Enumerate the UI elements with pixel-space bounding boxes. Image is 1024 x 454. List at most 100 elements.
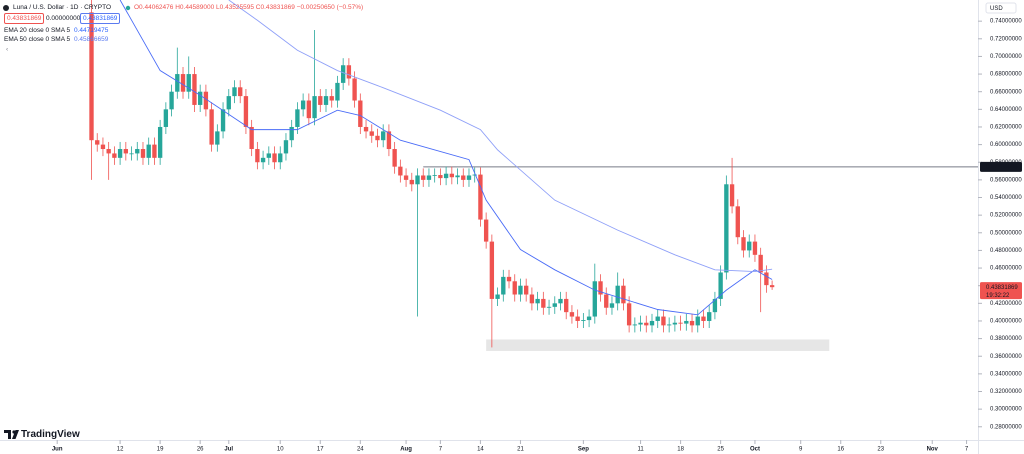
collapse-toggle[interactable]: ‹ <box>6 46 9 53</box>
candle-body <box>466 175 472 180</box>
symbol-title[interactable]: Luna / U.S. Dollar · 1D · CRYPTO <box>13 4 112 11</box>
candle-body <box>300 100 306 110</box>
candle-body <box>112 153 117 158</box>
candle-body <box>95 140 100 145</box>
candle-body <box>552 303 557 307</box>
y-tick-label: 0.50000000 <box>990 230 1022 236</box>
candle-body <box>621 285 626 304</box>
candle-body <box>163 109 169 127</box>
y-tick-label: 0.32000000 <box>990 389 1022 395</box>
y-tick-label: 0.68000000 <box>990 72 1022 78</box>
x-tick-label: 23 <box>877 447 884 453</box>
candle-body <box>729 184 735 207</box>
candle-body <box>369 131 374 136</box>
candle-body <box>661 316 666 326</box>
candle-body <box>632 324 638 326</box>
candle-body <box>741 237 746 251</box>
candle-body <box>764 272 769 286</box>
y-tick-label: 0.56000000 <box>990 177 1022 183</box>
candle-body <box>443 173 449 179</box>
candle-body <box>329 96 334 101</box>
x-tick-label: 24 <box>357 447 364 453</box>
y-tick-label: 0.66000000 <box>990 89 1022 95</box>
currency[interactable]: USD <box>990 6 1003 12</box>
countdown: 19:32:22 <box>986 293 1010 299</box>
candle-body <box>289 126 294 141</box>
candle-body <box>489 241 495 299</box>
candle-body <box>352 78 357 101</box>
ema-line <box>228 0 773 273</box>
symbol-icon <box>3 5 9 11</box>
currency-box[interactable] <box>985 2 1017 14</box>
candle-body <box>306 100 312 119</box>
candle-body <box>186 74 191 92</box>
candle-body <box>752 241 758 255</box>
candle-body <box>146 144 151 158</box>
candle-body <box>421 175 426 180</box>
candle-body <box>461 175 466 180</box>
ema50-label[interactable]: EMA 50 close 0 SMA 5 <box>4 36 71 43</box>
y-tick-label: 0.30000000 <box>990 407 1022 413</box>
candle-body <box>386 131 392 150</box>
candle-body <box>455 175 460 178</box>
candle-body <box>152 144 157 158</box>
candle-body <box>135 149 140 154</box>
candle-body <box>712 298 718 313</box>
candle-body <box>157 126 163 158</box>
candle-body <box>707 312 712 321</box>
candle-body <box>375 135 380 141</box>
x-tick-label: 18 <box>677 447 684 453</box>
candle-body <box>666 324 672 326</box>
candle-body <box>232 87 237 97</box>
candle-body <box>558 298 563 304</box>
ema20-value: 0.44719475 <box>74 27 109 34</box>
candle-body <box>701 316 706 321</box>
sell-price[interactable]: 0.43831869 <box>4 13 45 24</box>
candle-body <box>769 285 775 288</box>
x-tick-label: 26 <box>197 447 204 453</box>
candle-body <box>381 131 386 141</box>
candle-body <box>626 303 632 326</box>
x-tick-label: 7 <box>965 447 969 453</box>
candle-body <box>449 173 454 178</box>
candle-body <box>346 65 352 79</box>
ema-line <box>119 0 773 316</box>
candle-body <box>501 276 506 295</box>
candle-body <box>758 254 763 273</box>
candle-body <box>409 179 414 185</box>
ema20-label[interactable]: EMA 20 close 0 SMA 5 <box>4 27 71 34</box>
y-tick-label: 0.48000000 <box>990 248 1022 254</box>
candle-body <box>238 87 243 97</box>
candle-body <box>586 316 592 321</box>
candle-body <box>209 109 214 145</box>
x-tick-label: Oct <box>750 447 760 453</box>
last-price: 0.43831869 <box>986 285 1018 291</box>
candle-body <box>438 175 443 179</box>
candle-body <box>598 281 603 295</box>
candle-body <box>340 65 346 83</box>
x-tick-label: 16 <box>837 447 844 453</box>
brand-logo <box>4 430 19 439</box>
last-price-box <box>980 282 1022 300</box>
x-tick-label: 25 <box>717 447 724 453</box>
candle-body <box>415 175 420 185</box>
candle-body <box>175 74 180 92</box>
candle-body <box>260 157 266 163</box>
x-tick-label: Aug <box>400 447 412 453</box>
hline-price-box <box>980 161 1022 172</box>
candle-body <box>495 294 500 299</box>
candle-body <box>472 174 477 176</box>
x-tick-label: 11 <box>637 447 644 453</box>
y-tick-label: 0.70000000 <box>990 54 1022 60</box>
candle-body <box>392 149 397 167</box>
candle-body <box>283 140 289 154</box>
y-tick-label: 0.38000000 <box>990 336 1022 342</box>
y-tick-label: 0.36000000 <box>990 354 1022 360</box>
candle-body <box>672 322 678 325</box>
candle-body <box>432 175 437 176</box>
x-tick-label: Jul <box>224 447 233 453</box>
y-tick-label: 0.46000000 <box>990 266 1022 272</box>
buy-price[interactable]: 0.43831869 <box>80 13 121 24</box>
candle-body <box>140 149 146 158</box>
